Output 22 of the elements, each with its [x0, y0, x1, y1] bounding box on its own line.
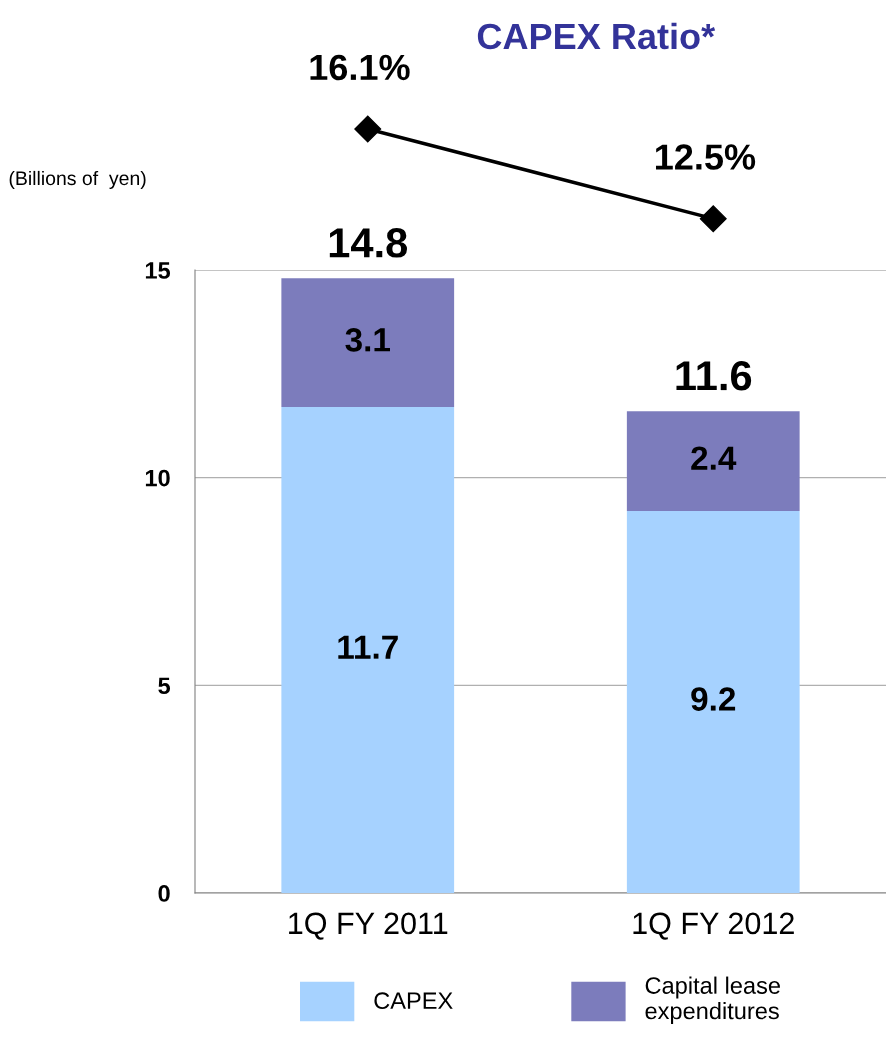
y-tick-label: 15: [145, 262, 171, 279]
legend-label: CAPEX: [374, 992, 453, 1010]
data-label: 11.7: [338, 635, 398, 659]
bar: [281, 278, 455, 408]
chart-title: CAPEX Ratio*: [477, 22, 716, 50]
bar: [281, 407, 455, 893]
bar: [626, 510, 800, 893]
y-axis-title: (Billions of yen): [9, 170, 146, 190]
total-label: 11.6: [676, 361, 752, 391]
y-tick-label: 10: [145, 469, 170, 487]
bar: [626, 411, 800, 511]
y-tick-label: 0: [158, 885, 170, 902]
data-label: 12.5%: [656, 144, 756, 170]
y-tick-label: 5: [158, 677, 171, 695]
legend-label: Capital lease expenditures: [645, 976, 780, 1024]
x-tick-label: 1Q FY 2012: [633, 912, 794, 940]
data-label: 3.1: [345, 328, 390, 352]
data-label: 16.1%: [310, 54, 410, 81]
total-label: 14.8: [329, 228, 408, 258]
data-label: 9.2: [691, 687, 736, 711]
data-label: 2.4: [691, 446, 737, 470]
x-tick-label: 1Q FY 2011: [289, 912, 448, 940]
